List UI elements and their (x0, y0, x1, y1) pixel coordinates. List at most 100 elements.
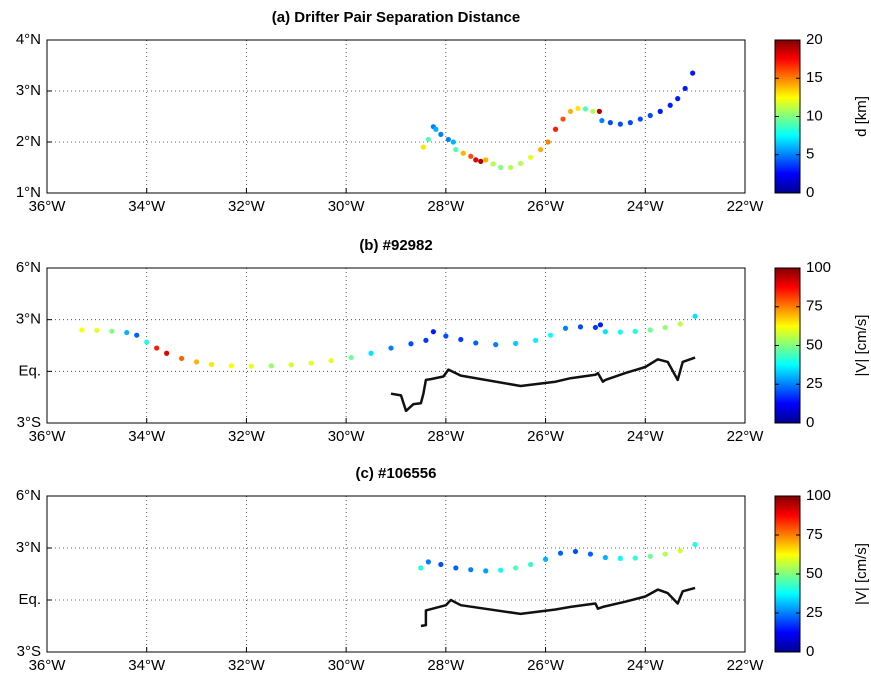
track-point (675, 96, 681, 102)
colorbar (774, 495, 801, 653)
x-tick-label: 32°W (228, 657, 266, 674)
track-point (567, 108, 574, 114)
y-tick-label: 3°N (16, 82, 41, 99)
plot-frame (46, 39, 746, 194)
track-point (490, 161, 496, 167)
track-point (602, 554, 609, 561)
track-point (493, 342, 499, 348)
x-tick-label: 22°W (727, 198, 765, 215)
track-point (473, 157, 479, 163)
x-tick-label: 24°W (627, 657, 665, 674)
x-tick-label: 36°W (29, 198, 67, 215)
track-point (513, 565, 519, 571)
track-point (597, 322, 604, 328)
track-point (528, 561, 534, 568)
colorbar-tick-label: 50 (806, 565, 823, 582)
track-line (420, 586, 696, 628)
y-tick-label: 3°S (17, 414, 41, 431)
track-point (418, 565, 424, 571)
track-point (445, 136, 451, 143)
track-point (552, 126, 559, 132)
x-tick-label: 34°W (128, 657, 166, 674)
x-tick-label: 30°W (328, 198, 366, 215)
track-point (662, 324, 668, 331)
track-point (109, 328, 115, 334)
track-point (124, 329, 130, 336)
y-tick-label: 3°S (17, 643, 41, 660)
track-point (662, 551, 668, 557)
track-point (599, 117, 605, 124)
track-point (545, 139, 551, 145)
track-point (528, 154, 534, 160)
colorbar-label: d [km] (853, 96, 870, 137)
colorbar-tick-label: 25 (806, 604, 823, 621)
track-point (657, 108, 663, 114)
y-tick-label: 3°N (16, 539, 41, 556)
colorbar-tick-label: 75 (806, 298, 823, 315)
track-point (637, 116, 643, 122)
track-line (390, 356, 696, 413)
x-tick-label: 36°W (29, 428, 67, 445)
track-point (647, 553, 653, 559)
track-point (518, 160, 524, 167)
y-tick-label: 2°N (16, 133, 41, 150)
colorbar-tick-label: 100 (806, 487, 831, 504)
track-point (268, 363, 274, 369)
track-point (425, 136, 432, 143)
y-tick-label: Eq. (18, 591, 41, 608)
track-point (498, 164, 504, 171)
track-point (513, 340, 519, 347)
colorbar-label: |V| [cm/s] (853, 315, 870, 377)
plot-frame (46, 495, 746, 653)
track-point (562, 325, 569, 331)
track-point (248, 363, 255, 369)
plot-frame (46, 267, 746, 424)
track-point (460, 150, 466, 156)
track-point (438, 131, 444, 137)
track-point (348, 354, 354, 361)
x-tick-label: 30°W (328, 657, 366, 674)
track-point (458, 336, 464, 343)
track-point (164, 350, 170, 356)
colorbar-label: |V| [cm/s] (853, 543, 870, 605)
x-tick-label: 28°W (427, 198, 465, 215)
y-tick-label: 1°N (16, 184, 41, 201)
track-point (533, 337, 539, 343)
x-tick-label: 34°W (128, 198, 166, 215)
track-point (582, 106, 589, 112)
colorbar-tick-label: 15 (806, 69, 823, 86)
chart-title: (c) #106556 (356, 465, 437, 482)
x-tick-label: 24°W (627, 428, 665, 445)
track-point (632, 328, 638, 334)
colorbar-tick-label: 5 (806, 146, 814, 163)
y-tick-label: Eq. (18, 362, 41, 379)
track-point (677, 548, 683, 554)
track-point (425, 559, 432, 565)
track-point (690, 70, 696, 76)
x-tick-label: 26°W (527, 198, 565, 215)
x-tick-label: 26°W (527, 428, 565, 445)
track-point (468, 153, 474, 159)
track-point (388, 345, 394, 351)
track-point (483, 568, 489, 574)
colorbar-tick-label: 100 (806, 259, 831, 276)
chart-title: (b) #92982 (359, 237, 432, 254)
track-point (443, 333, 449, 339)
colorbar-tick-label: 25 (806, 375, 823, 392)
chart-title: (a) Drifter Pair Separation Distance (272, 9, 520, 26)
colorbar-tick-label: 0 (806, 643, 814, 660)
track-point (468, 567, 474, 573)
track-point (592, 324, 599, 331)
track-point (179, 355, 185, 362)
track-point (193, 359, 200, 365)
track-point (453, 565, 459, 571)
track-point (154, 345, 160, 351)
track-point (575, 105, 581, 111)
track-point (647, 327, 653, 333)
track-point (288, 362, 294, 368)
track-point (430, 329, 436, 335)
track-point (542, 556, 549, 562)
track-point (577, 324, 584, 330)
track-point (408, 341, 414, 347)
